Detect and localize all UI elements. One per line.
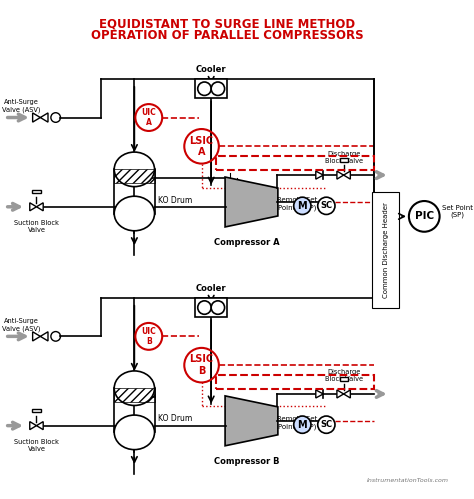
Text: Set Point
(SP): Set Point (SP) xyxy=(441,205,473,219)
Text: Discharge
Block Valve: Discharge Block Valve xyxy=(325,369,363,382)
Text: LSIC
B: LSIC B xyxy=(190,354,214,376)
Text: EQUIDISTANT TO SURGE LINE METHOD: EQUIDISTANT TO SURGE LINE METHOD xyxy=(100,17,356,31)
Bar xyxy=(114,388,155,402)
Text: InstrumentationTools.com: InstrumentationTools.com xyxy=(367,478,449,483)
Text: Compressor B: Compressor B xyxy=(214,457,280,466)
Text: Common Discharge Header: Common Discharge Header xyxy=(383,202,389,298)
Text: KO Drum: KO Drum xyxy=(158,414,192,424)
Polygon shape xyxy=(40,332,48,341)
Text: SC: SC xyxy=(320,201,332,210)
Polygon shape xyxy=(344,171,350,179)
Bar xyxy=(114,169,155,214)
Bar xyxy=(195,79,228,98)
Text: Compressor A: Compressor A xyxy=(214,239,280,248)
Polygon shape xyxy=(225,177,278,227)
Bar xyxy=(195,298,228,317)
Polygon shape xyxy=(337,171,344,179)
Circle shape xyxy=(294,197,311,215)
Text: Anti-Surge
Valve (ASV): Anti-Surge Valve (ASV) xyxy=(2,99,40,113)
Text: UIC
A: UIC A xyxy=(141,108,156,127)
Circle shape xyxy=(294,416,311,433)
Ellipse shape xyxy=(114,371,155,406)
Polygon shape xyxy=(40,113,48,122)
Text: Suction Block
Valve: Suction Block Valve xyxy=(14,439,59,452)
Polygon shape xyxy=(337,390,344,398)
Polygon shape xyxy=(33,113,40,122)
Polygon shape xyxy=(316,390,323,398)
Bar xyxy=(216,156,374,170)
Polygon shape xyxy=(36,422,43,430)
Bar xyxy=(32,409,40,412)
Polygon shape xyxy=(30,422,36,430)
Ellipse shape xyxy=(114,152,155,187)
Ellipse shape xyxy=(114,196,155,231)
Text: UIC
B: UIC B xyxy=(141,327,156,346)
Polygon shape xyxy=(36,203,43,211)
Text: PIC: PIC xyxy=(415,212,434,222)
Bar xyxy=(216,375,374,389)
Polygon shape xyxy=(344,390,350,398)
Ellipse shape xyxy=(114,415,155,450)
Text: Remote Set
Point (RSP): Remote Set Point (RSP) xyxy=(277,197,318,211)
Text: Remote Set
Point (RSP): Remote Set Point (RSP) xyxy=(277,416,318,430)
Text: Suction Block
Valve: Suction Block Valve xyxy=(14,220,59,233)
Bar xyxy=(339,158,347,162)
Text: Discharge
Block Valve: Discharge Block Valve xyxy=(325,151,363,164)
Polygon shape xyxy=(33,332,40,341)
Text: KO Drum: KO Drum xyxy=(158,196,192,205)
Text: M: M xyxy=(298,201,307,211)
Bar xyxy=(114,169,155,184)
Text: Anti-Surge
Valve (ASV): Anti-Surge Valve (ASV) xyxy=(2,318,40,331)
Polygon shape xyxy=(30,203,36,211)
Text: Cooler: Cooler xyxy=(196,65,227,74)
Text: M: M xyxy=(298,420,307,430)
Polygon shape xyxy=(316,171,323,179)
Text: Cooler: Cooler xyxy=(196,284,227,293)
Bar xyxy=(114,388,155,432)
Text: OPERATION OF PARALLEL COMPRESSORS: OPERATION OF PARALLEL COMPRESSORS xyxy=(91,29,364,42)
Bar xyxy=(32,190,40,193)
Text: SC: SC xyxy=(320,420,332,429)
Text: LSIC
A: LSIC A xyxy=(190,136,214,157)
Bar xyxy=(339,377,347,381)
Polygon shape xyxy=(225,396,278,446)
